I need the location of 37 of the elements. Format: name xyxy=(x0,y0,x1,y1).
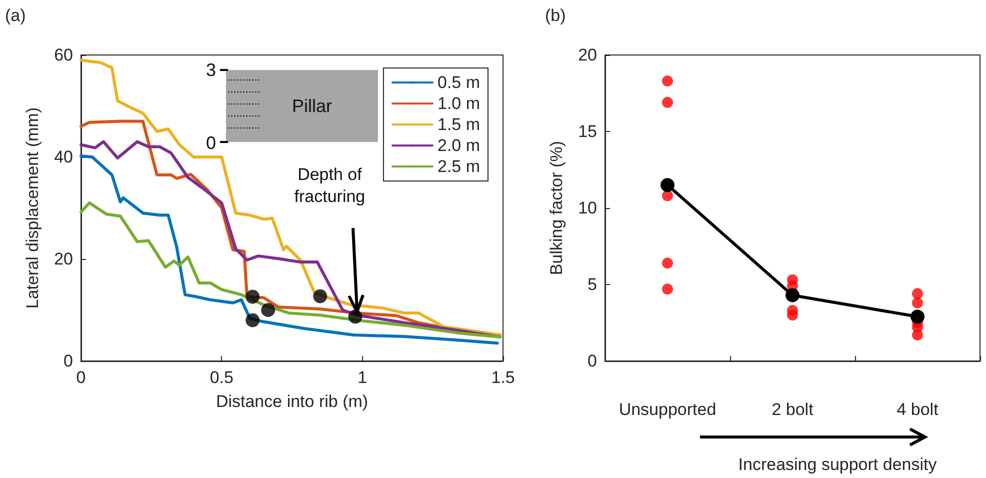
y-tick-label: 0 xyxy=(588,352,597,370)
x-tick-label: Unsupported xyxy=(618,400,716,419)
annotation: 0 xyxy=(206,133,216,153)
legend-label: 0.5 m xyxy=(437,73,480,92)
y-tick-label: 60 xyxy=(54,46,73,64)
y-tick-label: 15 xyxy=(578,122,597,141)
y-axis-title: Lateral displacement (mm) xyxy=(23,107,42,309)
x-tick-label: 2 bolt xyxy=(772,400,814,419)
y-tick-label: 40 xyxy=(54,148,73,166)
y-tick-label: 5 xyxy=(588,275,597,294)
y-axis-title: Bulking factor (%) xyxy=(547,140,566,276)
point xyxy=(261,303,276,317)
point xyxy=(246,313,260,328)
x-tick-label: 0 xyxy=(76,368,86,387)
x-tick-label: 0.5 xyxy=(210,368,234,387)
annotation: Depth of fracturing xyxy=(293,164,366,208)
x-tick-label: 1.5 xyxy=(491,368,515,387)
point xyxy=(313,289,328,304)
annotation: Pillar xyxy=(292,96,332,116)
annotation: 3 xyxy=(206,60,216,80)
y-tick-label: 0 xyxy=(64,352,73,370)
x-tick-label: 1 xyxy=(358,368,368,387)
x-tick-label: 4 bolt xyxy=(896,400,939,419)
legend-label: 1.0 m xyxy=(437,94,480,113)
legend-label: 2.5 m xyxy=(437,157,480,176)
x-axis-title: Increasing support density xyxy=(738,455,938,474)
point xyxy=(348,310,362,324)
y-tick-label: 10 xyxy=(578,198,597,218)
y-tick-label: 20 xyxy=(54,250,73,268)
chart-title: (b) xyxy=(545,6,566,25)
point xyxy=(246,290,260,304)
y-tick-label: 20 xyxy=(578,46,597,64)
legend-label: 2.0 m xyxy=(437,136,480,155)
line-series xyxy=(80,58,502,336)
legend-label: 1.5 m xyxy=(437,115,480,134)
chart-title: (a) xyxy=(5,6,26,25)
x-axis-title: Distance into rib (m) xyxy=(216,392,368,411)
